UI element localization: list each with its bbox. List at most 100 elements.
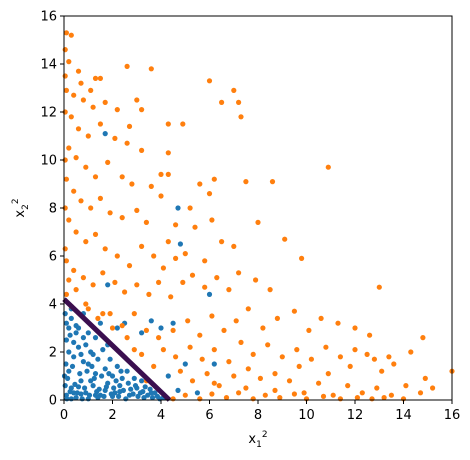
orange-point — [148, 66, 154, 72]
orange-point — [221, 327, 227, 333]
blue-point — [131, 375, 137, 381]
orange-point — [92, 231, 99, 237]
blue-point — [63, 320, 69, 326]
orange-point — [420, 335, 426, 341]
orange-point — [236, 270, 242, 276]
orange-point — [112, 279, 118, 285]
y-tick-label: 16 — [40, 10, 57, 25]
orange-point — [417, 390, 424, 396]
blue-point — [68, 396, 74, 402]
orange-point — [238, 339, 244, 345]
orange-point — [236, 390, 242, 396]
blue-point — [82, 385, 88, 391]
blue-point — [175, 205, 181, 211]
blue-point — [88, 378, 94, 384]
orange-point — [267, 287, 273, 293]
orange-point — [367, 332, 373, 338]
blue-point — [92, 371, 99, 377]
orange-point — [66, 145, 72, 151]
orange-point — [253, 277, 259, 283]
blue-point — [107, 356, 113, 362]
blue-point — [66, 349, 72, 355]
blue-point — [79, 396, 85, 402]
orange-point — [160, 265, 166, 271]
orange-point — [245, 306, 251, 312]
blue-point — [111, 385, 117, 391]
orange-point — [80, 97, 86, 103]
orange-point — [126, 263, 133, 269]
orange-point — [62, 47, 68, 53]
orange-point — [325, 371, 331, 377]
y-tick-label: 0 — [49, 394, 57, 409]
orange-point — [92, 75, 99, 81]
orange-point — [323, 344, 329, 350]
orange-point — [83, 164, 89, 170]
orange-point — [180, 121, 186, 127]
orange-point — [131, 347, 137, 353]
orange-point — [330, 392, 336, 398]
orange-point — [299, 255, 305, 261]
orange-point — [430, 385, 436, 391]
blue-point — [92, 335, 99, 341]
orange-point — [197, 332, 203, 338]
orange-point — [233, 318, 239, 324]
orange-point — [63, 291, 69, 297]
orange-point — [90, 282, 96, 288]
blue-point — [78, 351, 84, 357]
blue-point — [118, 368, 124, 374]
orange-point — [376, 284, 382, 290]
orange-point — [122, 289, 128, 295]
blue-point — [141, 395, 147, 401]
blue-point — [62, 311, 68, 317]
x-axis-label-superscript: 2 — [262, 430, 268, 440]
blue-point — [100, 347, 106, 353]
orange-point — [68, 114, 74, 120]
orange-point — [71, 267, 77, 273]
orange-point — [139, 351, 145, 357]
orange-point — [119, 174, 125, 180]
orange-point — [173, 222, 179, 228]
orange-point — [68, 32, 74, 38]
orange-point — [187, 344, 193, 350]
blue-point — [139, 378, 145, 384]
orange-point — [182, 251, 188, 257]
blue-point — [85, 396, 91, 402]
orange-point — [211, 176, 217, 182]
blue-point — [123, 396, 129, 402]
orange-point — [286, 378, 293, 384]
blue-point — [194, 390, 200, 396]
orange-point — [165, 121, 171, 127]
orange-point — [272, 371, 278, 377]
orange-point — [214, 275, 220, 281]
orange-point — [204, 371, 210, 377]
orange-point — [257, 375, 263, 381]
orange-point — [337, 354, 343, 360]
orange-point — [102, 99, 108, 105]
orange-point — [173, 354, 179, 360]
orange-point — [92, 174, 99, 180]
y-axis-label: x22 — [11, 198, 31, 217]
blue-point — [211, 361, 217, 367]
orange-point — [408, 349, 414, 355]
blue-point — [78, 391, 84, 397]
orange-point — [386, 354, 392, 360]
blue-point — [83, 342, 89, 348]
orange-point — [274, 315, 280, 321]
blue-point — [116, 393, 122, 399]
orange-point — [202, 284, 208, 290]
orange-point — [107, 311, 113, 317]
orange-point — [219, 239, 225, 245]
orange-point — [88, 87, 94, 93]
blue-point — [124, 368, 130, 374]
orange-point — [219, 99, 225, 105]
orange-point — [88, 205, 94, 211]
orange-point — [209, 217, 215, 223]
orange-point — [223, 395, 230, 401]
blue-point — [109, 393, 116, 399]
blue-point — [137, 390, 143, 396]
blue-point — [67, 332, 73, 338]
orange-point — [151, 253, 157, 259]
blue-point — [142, 384, 148, 390]
y-axis-label-base: x — [13, 210, 28, 218]
blue-point — [68, 315, 74, 321]
